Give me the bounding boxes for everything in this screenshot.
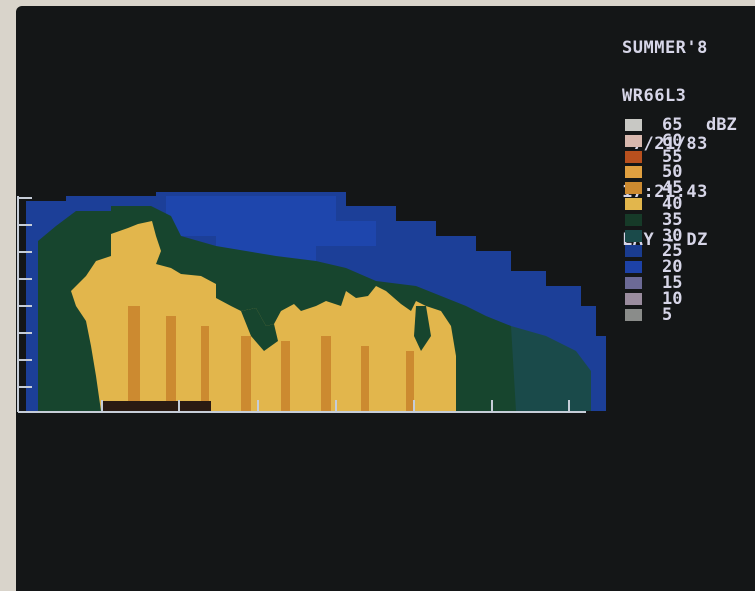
legend-level-label: 60	[662, 130, 683, 151]
legend-row: 25	[622, 241, 755, 262]
reflectivity-cross-section	[17, 192, 606, 413]
legend-row: 35	[622, 209, 755, 230]
project-label: SUMMER'8	[622, 38, 708, 58]
legend-swatch	[625, 229, 642, 242]
echo-orange-streak	[361, 346, 369, 411]
legend-level-label: 50	[662, 162, 683, 183]
echo-orange-streak	[241, 336, 251, 411]
legend-swatch	[625, 197, 642, 210]
echo-green-notch	[241, 308, 278, 351]
legend-swatch	[625, 166, 642, 179]
legend-level-label: 65	[662, 115, 683, 135]
legend-level-label: 5	[662, 304, 673, 325]
legend-swatch	[625, 261, 642, 274]
echo-orange-streak	[281, 341, 290, 411]
legend-swatch	[625, 134, 642, 147]
legend-swatch	[625, 292, 642, 305]
legend-row: 65 dBZ	[622, 115, 755, 135]
radar-id-label: WR66L3	[622, 86, 687, 106]
legend-unit-label: dBZ	[706, 115, 737, 135]
legend-row: 10	[622, 288, 755, 309]
legend-swatch	[625, 245, 642, 258]
legend-level-label: 35	[662, 209, 683, 230]
echo-teal-region	[511, 326, 591, 411]
legend-row: 15	[622, 272, 755, 293]
color-scale-legend: 65 dBZ 60 55 50 45 40 35 30 25 20 15 10 5	[622, 115, 755, 325]
legend-level-label: 40	[662, 193, 683, 214]
legend-swatch	[625, 182, 642, 195]
date-label: 7/21/83	[622, 134, 708, 154]
legend-row: 30	[622, 225, 755, 246]
legend-level-label: 25	[662, 241, 683, 262]
y-axis-ticks	[18, 197, 32, 388]
legend-swatch	[625, 213, 642, 226]
time-label: 17:21:43	[622, 182, 708, 202]
legend-level-label: 20	[662, 257, 683, 278]
legend-level-label: 10	[662, 288, 683, 309]
legend-level-label: 15	[662, 272, 683, 293]
legend-row: 50	[622, 162, 755, 183]
legend-row: 20	[622, 257, 755, 278]
legend-row: 60	[622, 130, 755, 151]
echo-orange-streak	[128, 306, 140, 411]
legend-row: 5	[622, 304, 755, 325]
legend-swatch	[625, 308, 642, 321]
legend-swatch	[625, 276, 642, 289]
legend-level-label: 45	[662, 178, 683, 199]
legend-level-label: 30	[662, 225, 683, 246]
legend-row: 40	[622, 193, 755, 214]
x-axis-ticks	[101, 400, 570, 412]
radar-display: SUMMER'8 WR66L3 7/21/83 17:21:43 LAY - D…	[16, 6, 755, 591]
legend-swatch	[625, 150, 642, 163]
echo-orange-streak	[321, 336, 331, 411]
echo-orange-streak	[166, 316, 176, 411]
echo-orange-streak	[406, 351, 414, 411]
legend-level-label: 55	[662, 146, 683, 167]
echo-green-notch	[414, 306, 431, 351]
legend-row: 55	[622, 146, 755, 167]
echo-orange-streak	[201, 326, 209, 411]
legend-swatch	[625, 119, 642, 131]
surface-band	[101, 401, 211, 411]
legend-row: 45	[622, 178, 755, 199]
